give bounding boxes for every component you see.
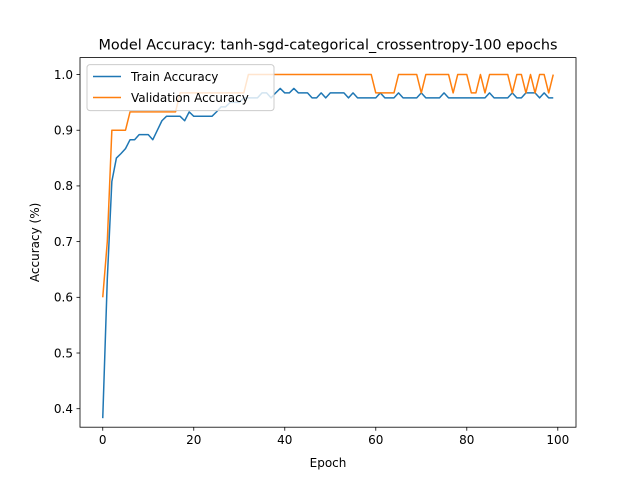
chart-title: Model Accuracy: tanh-sgd-categorical_cro… [98, 38, 557, 54]
y-tick-label: 0.6 [54, 291, 73, 305]
x-tick-label: 40 [277, 433, 292, 447]
y-tick-label: 1.0 [54, 68, 73, 82]
legend-label-train-accuracy: Train Accuracy [130, 70, 218, 84]
plot-area: 0 20 40 60 80 100 0.4 0.5 0.6 0.7 0.8 0.9 1.0 [54, 57, 577, 447]
y-tick-label: 0.5 [54, 346, 73, 360]
legend-label-validation-accuracy: Validation Accuracy [131, 91, 249, 105]
y-tick-label: 0.4 [54, 402, 73, 416]
x-tick-label: 80 [459, 433, 474, 447]
y-axis-ticks: 0.4 0.5 0.6 0.7 0.8 0.9 1.0 [54, 68, 80, 416]
x-tick-label: 0 [99, 433, 107, 447]
series-line-train-accuracy [102, 87, 554, 419]
x-tick-label: 100 [546, 433, 569, 447]
legend: Train Accuracy Validation Accuracy [86, 64, 275, 112]
x-tick-label: 60 [368, 433, 383, 447]
x-tick-label: 20 [186, 433, 201, 447]
x-axis-ticks: 0 20 40 60 80 100 [99, 427, 569, 447]
y-axis-label: Accuracy (%) [28, 203, 42, 282]
y-tick-label: 0.9 [54, 124, 73, 138]
y-tick-label: 0.7 [54, 235, 73, 249]
x-axis-label: Epoch [310, 456, 347, 470]
axes-frame [79, 57, 577, 428]
y-tick-label: 0.8 [54, 179, 73, 193]
legend-box [86, 64, 275, 112]
